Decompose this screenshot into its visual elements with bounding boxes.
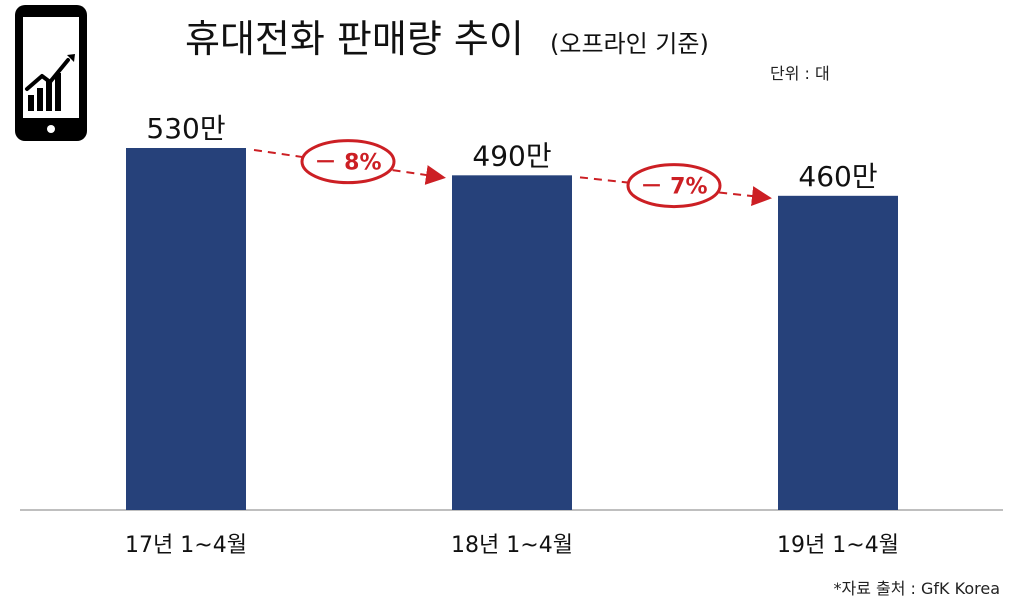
data-label-2: 490만	[472, 139, 551, 172]
change-arrow-2	[579, 176, 772, 207]
bar-1	[126, 148, 246, 510]
chart-subtitle: (오프라인 기준)	[550, 30, 709, 58]
change-label-2: － 7%	[640, 175, 707, 200]
bar-2	[452, 175, 572, 511]
change-label-1: － 8%	[314, 151, 381, 176]
x-tick-label-3: 19년 1~4월	[777, 533, 899, 558]
change-arrow-1	[253, 149, 446, 185]
x-tick-label-2: 18년 1~4월	[451, 533, 573, 558]
bar-3	[778, 195, 898, 510]
unit-label: 단위 : 대	[770, 64, 830, 83]
smartphone-growth-chart-icon	[15, 5, 87, 141]
data-label-3: 460만	[798, 160, 877, 193]
source-label: *자료 출처 : GfK Korea	[834, 579, 1001, 598]
chart-title: 휴대전화 판매량 추이	[185, 17, 524, 61]
change-badge-2	[626, 163, 722, 209]
x-tick-label-1: 17년 1~4월	[125, 533, 247, 558]
plot-area: 530만 17년 1~4월 490만 18년 1~4월 460만 19년 1~4월 － 8%…	[20, 112, 1003, 558]
change-badge-1	[300, 139, 396, 185]
data-label-1: 530만	[146, 112, 225, 145]
